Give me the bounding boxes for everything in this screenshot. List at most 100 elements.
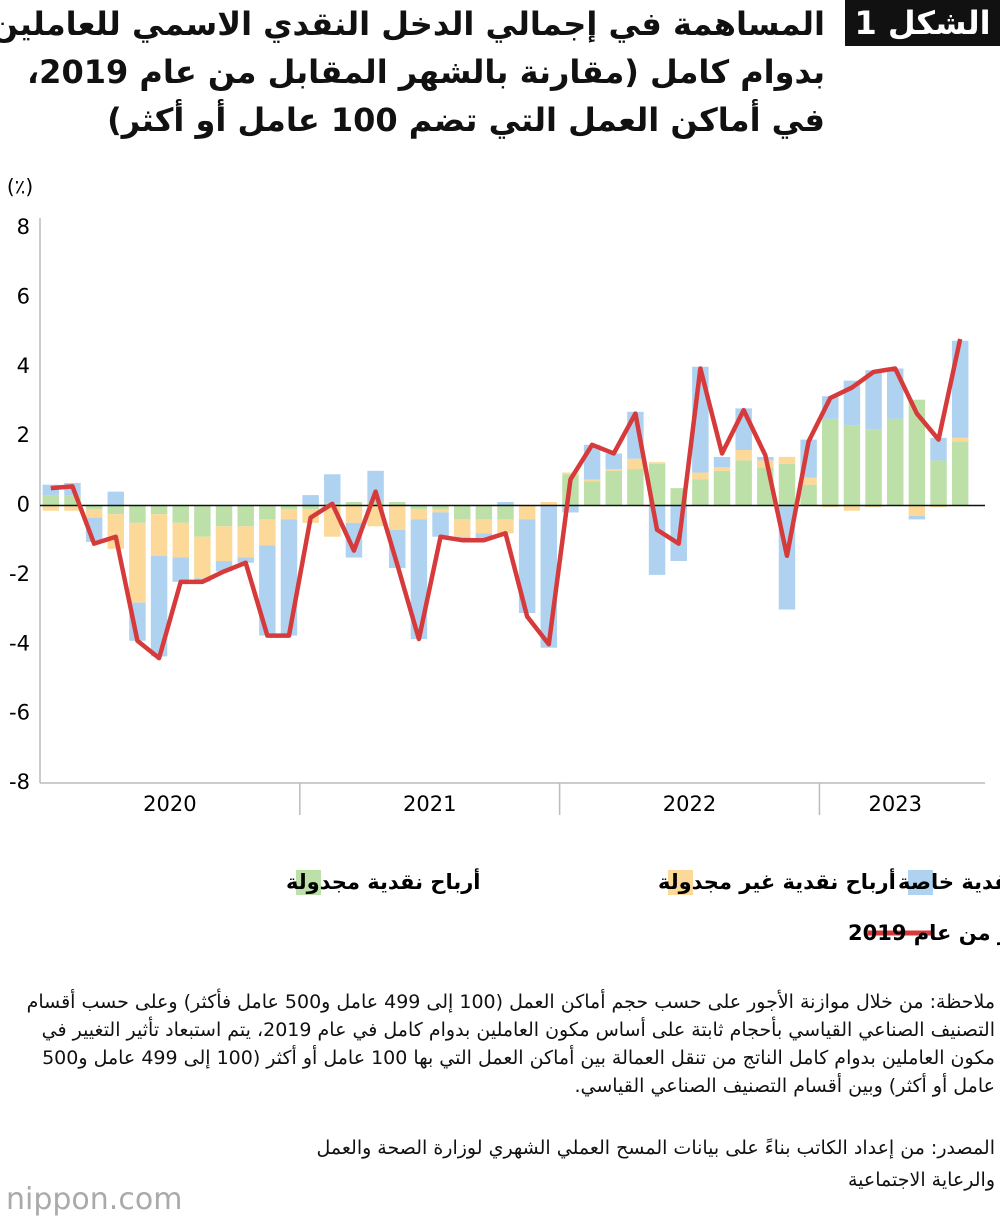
bar <box>345 522 363 558</box>
y-tick-label: -2 <box>9 562 30 586</box>
bar <box>85 505 103 509</box>
bar <box>237 526 254 558</box>
bar <box>475 505 493 520</box>
bar <box>302 505 319 509</box>
bar <box>389 502 406 506</box>
y-tick-label: 0 <box>17 493 30 517</box>
y-tick-label: -8 <box>9 770 30 794</box>
bar <box>735 460 752 506</box>
bar <box>280 519 298 636</box>
bar <box>42 484 60 496</box>
y-tick-label: 2 <box>17 423 30 447</box>
bar <box>886 418 904 506</box>
bar <box>172 505 189 523</box>
bar <box>259 505 276 520</box>
bar <box>367 502 384 506</box>
note: ملاحظة: من خلال موازنة الأجور على حسب حج… <box>26 991 995 1097</box>
bar <box>930 460 947 506</box>
bar <box>822 418 839 506</box>
legend-swatch <box>908 870 933 895</box>
bar <box>540 502 558 506</box>
bar <box>583 479 601 482</box>
bar <box>778 456 796 464</box>
bar <box>215 561 233 572</box>
bar <box>583 481 601 506</box>
bar <box>822 505 839 508</box>
chart-title: بدوام كامل (مقارنة بالشهر المقابل من عام… <box>27 53 825 91</box>
y-tick-label: 4 <box>17 354 30 378</box>
x-tick-label: 2022 <box>663 792 716 816</box>
y-tick-label: 6 <box>17 284 30 308</box>
bar <box>150 555 168 657</box>
bar <box>410 505 428 509</box>
bar <box>648 505 666 575</box>
bar <box>432 508 449 513</box>
bar <box>453 519 471 537</box>
legend-label: أرباح نقدية غير مجدولة <box>658 867 896 894</box>
bar <box>605 469 622 471</box>
bar <box>648 462 666 464</box>
bar <box>908 515 926 520</box>
bar <box>345 502 363 506</box>
bar <box>259 545 276 636</box>
legend-label: أرباح نقدية خاصة <box>898 867 1000 894</box>
bar <box>389 505 406 530</box>
source: المصدر: من إعداد الكاتب بناءً على بيانات… <box>316 1137 995 1191</box>
bar <box>42 495 60 506</box>
bar <box>930 437 947 461</box>
line <box>50 338 963 661</box>
bar <box>951 437 969 442</box>
bar <box>497 502 514 506</box>
bar <box>237 557 254 563</box>
bar <box>475 533 493 541</box>
bar <box>172 522 189 558</box>
bar <box>951 441 969 506</box>
x-tick-label: 2021 <box>403 792 456 816</box>
bar <box>194 505 211 537</box>
bar <box>930 505 947 508</box>
bar <box>324 474 341 504</box>
bar <box>345 505 363 523</box>
bar <box>692 479 709 506</box>
bar <box>194 536 211 579</box>
bar <box>237 505 254 527</box>
bar <box>692 472 709 480</box>
legend-label: أرباح نقدية مجدولة <box>286 867 481 894</box>
bar <box>280 505 298 509</box>
bar <box>280 508 298 520</box>
y-tick-label: -6 <box>9 701 30 725</box>
bar <box>648 463 666 506</box>
bar <box>713 467 731 471</box>
bar <box>800 484 817 506</box>
legend-swatch <box>668 870 693 895</box>
figure-label: الشكل 1 <box>845 0 1000 46</box>
bar <box>64 505 81 511</box>
bar <box>497 505 514 520</box>
bar <box>475 519 493 534</box>
bar <box>562 472 579 475</box>
bar <box>518 519 536 614</box>
x-tick-label: 2023 <box>868 792 921 816</box>
bar <box>410 508 428 520</box>
chart: (٪) -8 -6 -4 -2 0 2 4 6 8 2020 2021 2022 2023 أرباح ن… <box>7 175 1000 947</box>
bar <box>259 519 276 546</box>
bar <box>865 429 882 506</box>
bar <box>713 470 731 506</box>
bar <box>800 477 817 485</box>
chart-title: في أماكن العمل التي تضم 100 عامل أو أكثر… <box>107 101 825 139</box>
bar <box>42 505 60 511</box>
logo: nippon.com <box>6 1182 183 1217</box>
bar <box>908 399 926 506</box>
bar <box>302 495 319 506</box>
bar <box>605 470 622 506</box>
bar <box>605 453 622 470</box>
bar <box>562 505 579 513</box>
bar <box>627 469 644 506</box>
bar <box>627 458 644 470</box>
bar <box>865 505 882 508</box>
bar <box>150 505 168 515</box>
bar <box>367 470 384 503</box>
bar <box>432 512 449 537</box>
bar <box>540 505 558 648</box>
